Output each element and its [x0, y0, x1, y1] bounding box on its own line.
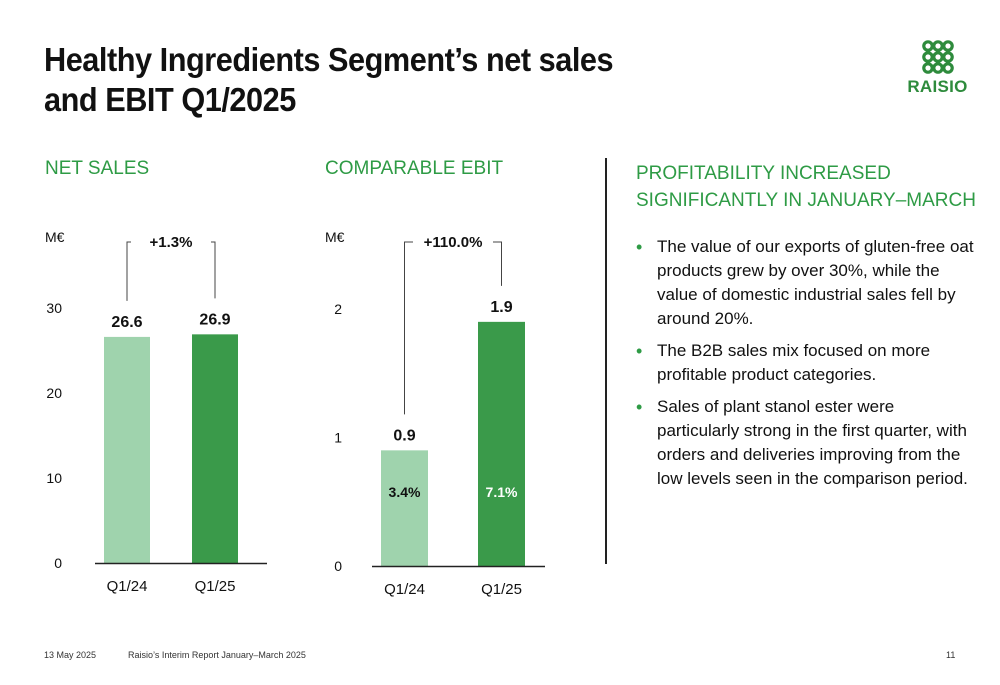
bar-q1-24	[381, 450, 428, 566]
bullet-item: • The B2B sales mix focused on more profi…	[636, 339, 976, 387]
footer-page-number: 11	[946, 650, 956, 660]
profitability-heading-line-1: PROFITABILITY INCREASED	[636, 163, 891, 184]
profitability-heading: PROFITABILITY INCREASED SIGNIFICANTLY IN…	[636, 160, 976, 214]
vertical-divider	[605, 158, 607, 564]
y-axis-unit-label: M€	[45, 229, 65, 245]
x-tick-label: Q1/24	[107, 578, 148, 595]
bar-value-label: 0.9	[393, 427, 415, 444]
y-axis-unit-label: M€	[325, 229, 345, 245]
raisio-logo: RAISIO	[905, 40, 970, 97]
change-label: +1.3%	[150, 234, 193, 251]
bar-q1-25	[192, 334, 238, 563]
x-tick-label: Q1/24	[384, 581, 425, 598]
comparable-ebit-chart-svg: COMPARABLE EBIT M€ 0 1 2 0.9 3.4% Q1/24 1.9 7.1% Q…	[325, 158, 545, 598]
chart-title: NET SALES	[45, 158, 149, 179]
change-bracket	[404, 241, 502, 415]
net-sales-chart: NET SALES M€ 0 10 20 30 26.6 Q1/24 26.9 Q1/25 +1.3…	[0, 150, 300, 610]
x-tick-label: Q1/25	[481, 581, 522, 598]
raisio-grain-logo-icon	[921, 40, 954, 74]
y-tick-label: 10	[46, 470, 62, 486]
bar-q1-24	[104, 336, 150, 563]
y-tick-label: 1	[334, 430, 342, 446]
y-tick-label: 20	[46, 385, 62, 401]
bullet-text: Sales of plant stanol ester were particu…	[657, 397, 968, 488]
bar-value-label: 26.6	[111, 314, 142, 331]
chart-title: COMPARABLE EBIT	[325, 158, 503, 179]
x-tick-label: Q1/25	[195, 578, 236, 595]
profitability-bullet-list: • The value of our exports of gluten-free…	[636, 235, 976, 499]
bar-value-label: 1.9	[490, 299, 512, 316]
bullet-item: • The value of our exports of gluten-free…	[636, 235, 976, 331]
change-bracket	[126, 241, 216, 301]
bullet-dot-icon: •	[636, 397, 643, 417]
logo-text: RAISIO	[907, 77, 968, 96]
bullet-dot-icon: •	[636, 237, 643, 257]
page-title: Healthy Ingredients Segment’s net sales …	[44, 40, 639, 120]
bar-value-label: 26.9	[199, 311, 230, 328]
profitability-heading-line-2: SIGNIFICANTLY IN JANUARY–MARCH	[636, 190, 976, 211]
bullet-text: The B2B sales mix focused on more profit…	[657, 341, 931, 384]
bullet-item: • Sales of plant stanol ester were partic…	[636, 395, 976, 491]
change-label: +110.0%	[424, 234, 483, 251]
y-tick-label: 0	[334, 558, 342, 574]
bar-margin-label: 3.4%	[389, 484, 421, 500]
bar-margin-label: 7.1%	[486, 484, 518, 500]
page-title-line-1: Healthy Ingredients Segment’s net sales	[44, 41, 614, 78]
footer-date: 13 May 2025	[44, 650, 97, 660]
y-tick-label: 30	[46, 300, 62, 316]
net-sales-chart-svg: NET SALES M€ 0 10 20 30 26.6 Q1/24 26.9 Q1/25 +1.3…	[45, 158, 267, 595]
bullet-text: The value of our exports of gluten-free …	[657, 237, 974, 328]
footer-report-title: Raisio’s Interim Report January–March 20…	[128, 650, 306, 660]
y-tick-label: 0	[54, 555, 62, 571]
y-tick-label: 2	[334, 301, 342, 317]
bullet-dot-icon: •	[636, 341, 643, 361]
page-title-line-2: and EBIT Q1/2025	[44, 81, 296, 118]
bar-q1-25	[478, 321, 525, 566]
comparable-ebit-chart: COMPARABLE EBIT M€ 0 1 2 0.9 3.4% Q1/24 1.9 7.1% Q…	[280, 150, 580, 610]
